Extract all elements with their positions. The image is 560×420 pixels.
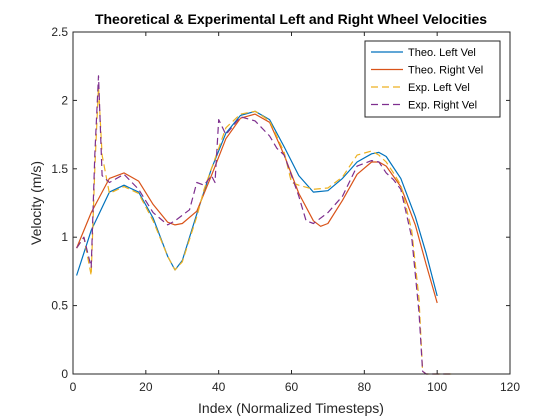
x-tick-label: 40 [212, 380, 226, 394]
legend-label: Theo. Right Vel [408, 65, 483, 77]
series-line-2 [76, 86, 452, 375]
y-tick-label: 0.5 [51, 299, 68, 313]
legend-label: Exp. Left Vel [408, 82, 470, 94]
legend: Theo. Left Vel Theo. Right Vel Exp. Left V… [364, 40, 501, 118]
axes-layer: 0 20 40 60 80 100 120 0 0.5 1 1.5 2 2.5 [51, 25, 520, 394]
legend-label: Theo. Left Vel [408, 47, 476, 59]
x-axis-label: Index (Normalized Timesteps) [198, 400, 384, 416]
series-line-3 [76, 75, 452, 375]
chart-title: Theoretical & Experimental Left and Righ… [95, 11, 487, 27]
y-tick-label: 1.5 [51, 162, 68, 176]
y-tick-label: 1 [61, 230, 68, 244]
x-tick-label: 20 [139, 380, 153, 394]
x-tick-label: 80 [358, 380, 372, 394]
series-layer [76, 75, 452, 375]
y-axis-label: Velocity (m/s) [28, 161, 44, 245]
y-tick-label: 2.5 [51, 25, 68, 39]
legend-label: Exp. Right Vel [408, 100, 477, 112]
x-tick-label: 120 [500, 380, 520, 394]
x-tick-label: 60 [285, 380, 299, 394]
y-tick-label: 0 [61, 367, 68, 381]
x-tick-label: 0 [70, 380, 77, 394]
y-tick-label: 2 [61, 93, 68, 107]
x-tick-label: 100 [427, 380, 447, 394]
